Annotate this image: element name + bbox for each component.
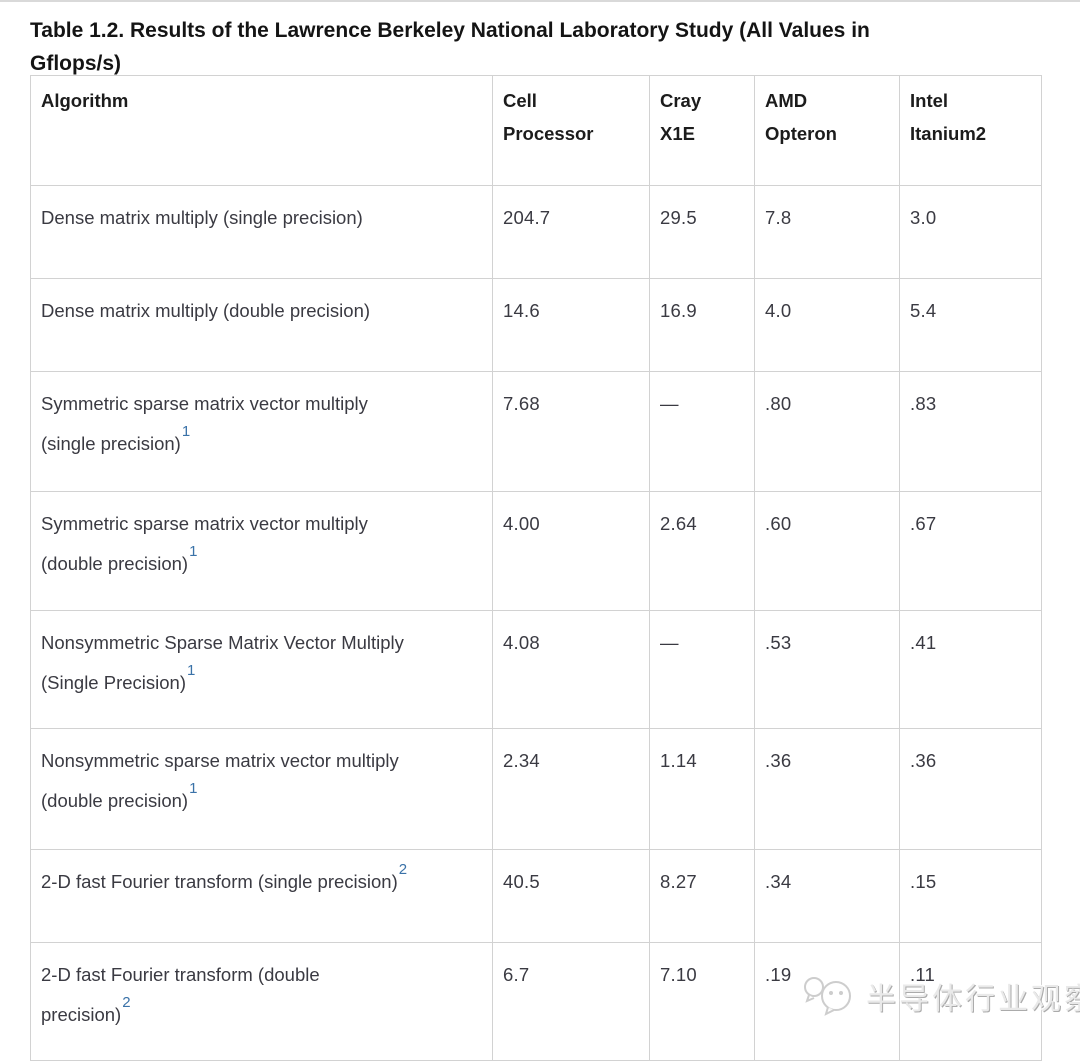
value-cell: .80 [754,371,900,492]
value-cell: .60 [754,491,900,611]
value-cell: .41 [899,610,1042,729]
algorithm-label: Dense matrix multiply (double precision) [41,300,371,321]
footnote-link[interactable]: 2 [122,993,131,1011]
value-cell: 6.7 [492,942,650,1061]
algorithm-label: Symmetric sparse matrix vector multiply [41,393,368,414]
value-cell: .11 [899,942,1042,1061]
value-cell: .36 [899,728,1042,850]
algorithm-label: (double precision) [41,790,189,811]
algorithm-cell: 2-D fast Fourier transform (single preci… [30,849,493,943]
value-cell: 2.34 [492,728,650,850]
value-cell: 16.9 [649,278,755,372]
table-row: Dense matrix multiply (single precision)… [30,185,1042,279]
column-header-intel-itanium2: Intel Itanium2 [899,75,1042,186]
value-cell: 4.0 [754,278,900,372]
algorithm-label: Nonsymmetric sparse matrix vector multip… [41,750,399,771]
value-cell: 29.5 [649,185,755,279]
column-header-label: Cray [660,90,702,111]
table-row: Symmetric sparse matrix vector multiply … [30,371,1042,492]
column-header-label: Opteron [765,123,837,144]
table-row: 2-D fast Fourier transform (double preci… [30,942,1042,1061]
value-cell: 7.8 [754,185,900,279]
table-row: Nonsymmetric sparse matrix vector multip… [30,728,1042,850]
value-cell: 14.6 [492,278,650,372]
value-cell: .36 [754,728,900,850]
value-cell: 7.10 [649,942,755,1061]
value-cell: 4.00 [492,491,650,611]
column-header-cray-x1e: Cray X1E [649,75,755,186]
column-header-algorithm: Algorithm [30,75,493,186]
value-cell: 1.14 [649,728,755,850]
column-header-label: Processor [503,123,594,144]
page-title-line2: Gflops/s) [30,52,122,75]
value-cell: .67 [899,491,1042,611]
algorithm-label: Dense matrix multiply (single precision) [41,207,363,228]
table-row: Symmetric sparse matrix vector multiply … [30,491,1042,611]
algorithm-cell: Symmetric sparse matrix vector multiply … [30,371,493,492]
algorithm-label: Nonsymmetric Sparse Matrix Vector Multip… [41,632,404,653]
column-header-label: Algorithm [41,90,129,111]
algorithm-label: (single precision) [41,433,181,454]
value-cell: 7.68 [492,371,650,492]
column-header-label: X1E [660,123,695,144]
top-divider [0,0,1080,2]
algorithm-label: precision) [41,1004,122,1025]
value-cell: 204.7 [492,185,650,279]
value-cell: 8.27 [649,849,755,943]
footnote-link[interactable]: 2 [398,860,408,878]
footnote-link[interactable]: 1 [186,661,196,679]
algorithm-label: (Single Precision) [41,672,186,693]
value-cell: .53 [754,610,900,729]
algorithm-cell: 2-D fast Fourier transform (double preci… [30,942,493,1061]
value-cell: — [649,371,755,492]
value-cell: 2.64 [649,491,755,611]
column-header-label: AMD [765,90,808,111]
algorithm-label: Symmetric sparse matrix vector multiply [41,513,368,534]
algorithm-label: (double precision) [41,553,189,574]
column-header-amd-opteron: AMD Opteron [754,75,900,186]
algorithm-cell: Nonsymmetric sparse matrix vector multip… [30,728,493,850]
column-header-label: Intel [910,90,949,111]
footnote-link[interactable]: 1 [189,542,198,560]
value-cell: — [649,610,755,729]
value-cell: .83 [899,371,1042,492]
value-cell: .15 [899,849,1042,943]
value-cell: 3.0 [899,185,1042,279]
table-row: Dense matrix multiply (double precision)… [30,278,1042,372]
footnote-link[interactable]: 1 [181,422,191,440]
value-cell: .19 [754,942,900,1061]
results-table: Algorithm Cell Processor Cray X1E AMD Op… [30,75,1042,1061]
column-header-label: Cell [503,90,537,111]
table-row: Nonsymmetric Sparse Matrix Vector Multip… [30,610,1042,729]
value-cell: .34 [754,849,900,943]
algorithm-cell: Dense matrix multiply (single precision) [30,185,493,279]
page-title-line1: Table 1.2. Results of the Lawrence Berke… [30,19,870,42]
algorithm-cell: Dense matrix multiply (double precision) [30,278,493,372]
algorithm-label: 2-D fast Fourier transform (double [41,964,320,985]
footnote-link[interactable]: 1 [189,779,198,797]
table-row: 2-D fast Fourier transform (single preci… [30,849,1042,943]
page-title: Table 1.2. Results of the Lawrence Berke… [30,14,1050,80]
value-cell: 40.5 [492,849,650,943]
column-header-cell-processor: Cell Processor [492,75,650,186]
column-header-label: Itanium2 [910,123,987,144]
header-row: Algorithm Cell Processor Cray X1E AMD Op… [30,75,1042,186]
value-cell: 4.08 [492,610,650,729]
algorithm-cell: Nonsymmetric Sparse Matrix Vector Multip… [30,610,493,729]
value-cell: 5.4 [899,278,1042,372]
algorithm-label: 2-D fast Fourier transform (single preci… [41,871,398,892]
algorithm-cell: Symmetric sparse matrix vector multiply … [30,491,493,611]
